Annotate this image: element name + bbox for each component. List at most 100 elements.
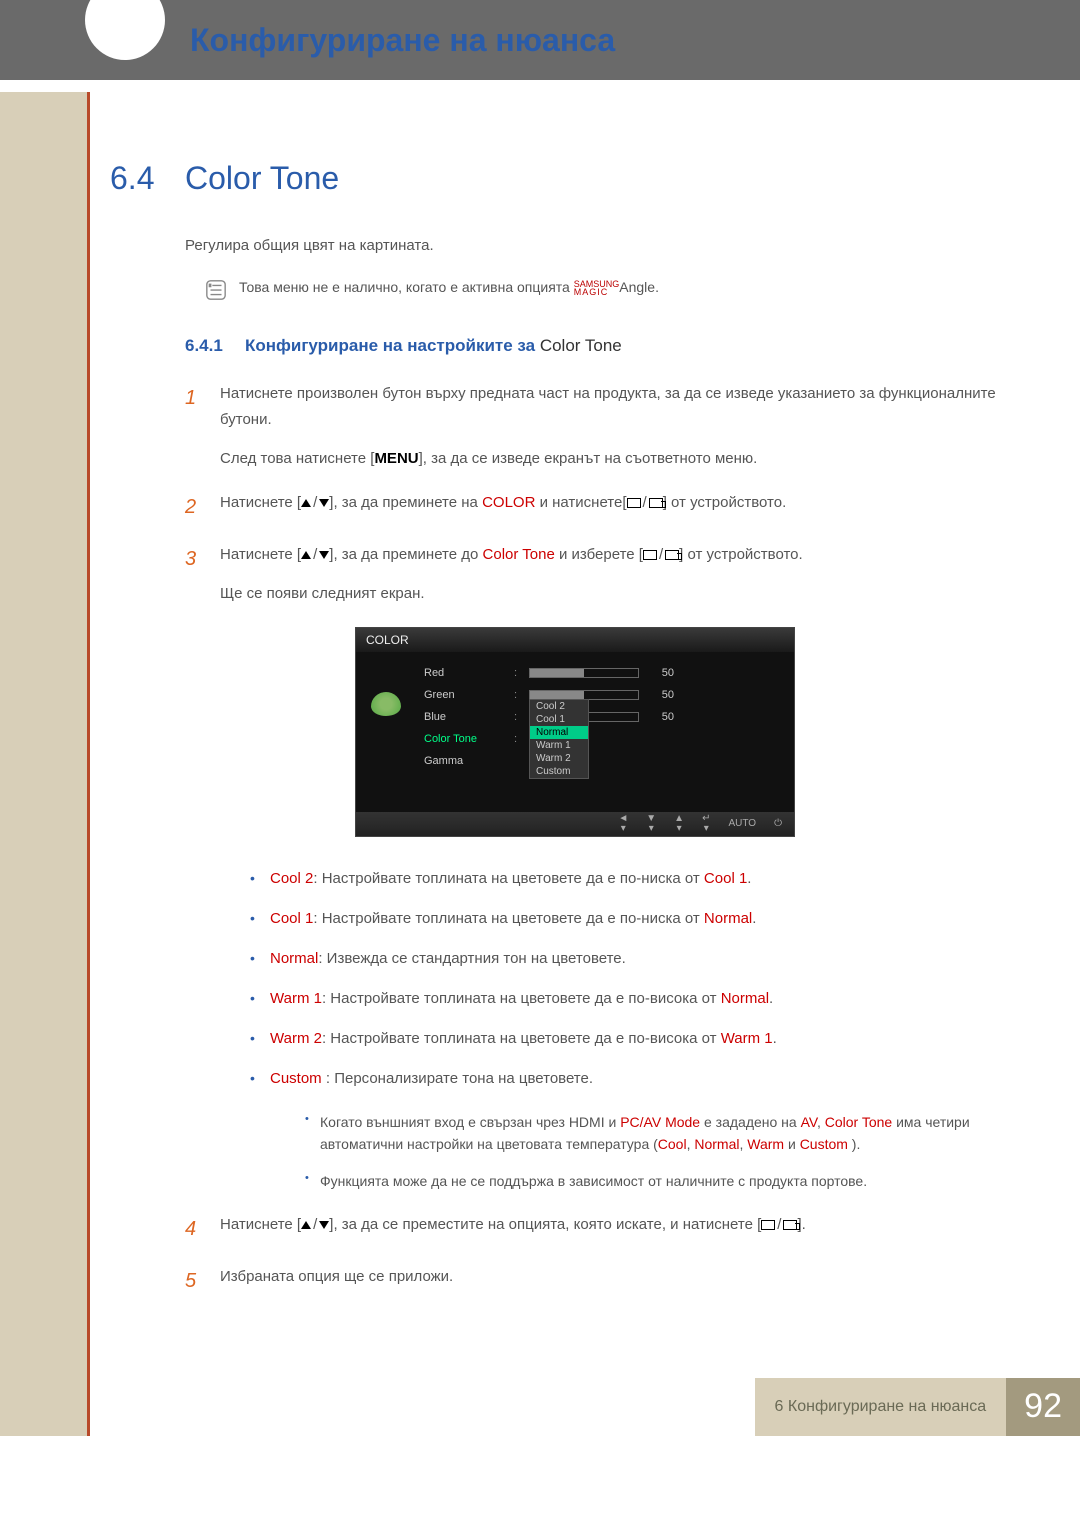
bullet-dot-icon: • (250, 1027, 270, 1051)
bullet-normal: •Normal: Извежда се стандартния тон на ц… (250, 947, 1040, 971)
osd-left (356, 662, 416, 812)
cool-term: Cool (658, 1136, 687, 1152)
term: Warm 2 (270, 1030, 322, 1047)
step-text: Натиснете произволен бутон върху преднат… (220, 381, 1040, 472)
normal-term: Normal (694, 1136, 739, 1152)
hdmi-term: HDMI (569, 1114, 605, 1130)
subnote2-text: Функцията може да не се поддържа в завис… (320, 1170, 867, 1192)
section-number: 6.4 (110, 160, 185, 197)
note-prefix: Това меню не е налично, когато е активна… (239, 279, 574, 295)
footer-page-number: 92 (1006, 1378, 1080, 1436)
osd-body: Red : 50 Green : 50 Blue : 50 (356, 652, 794, 812)
rect-enter-icon: / (627, 490, 663, 516)
sub-notes: • Когато външният вход е свързан чрез HD… (305, 1111, 1040, 1192)
section-title: Color Tone (185, 160, 339, 197)
osd-label-green: Green (424, 689, 514, 701)
auto-label: AUTO (728, 819, 756, 829)
desc: Извежда се стандартния тон на цветовете. (323, 950, 626, 967)
osd-label-gamma: Gamma (424, 755, 514, 767)
page-footer: 6 Конфигуриране на нюанса 92 (0, 1378, 1080, 1436)
up-down-icon: / (301, 490, 329, 516)
comma: , (817, 1114, 825, 1130)
bullet-warm1: •Warm 1: Настройвате топлината на цветов… (250, 987, 1040, 1011)
magic-angle: Angle (619, 279, 655, 295)
ref: Normal (704, 910, 752, 927)
subsection-title: Конфигуриране на настройките за Color To… (245, 336, 622, 356)
step-text: Избраната опция ще се приложи. (220, 1264, 1040, 1298)
step-number: 3 (185, 542, 220, 607)
colon: : (514, 689, 529, 701)
samsung-magic-label: SAMSUNGMAGIC (574, 280, 620, 296)
step1-pre: След това натиснете [ (220, 450, 374, 467)
ct-term: Color Tone (825, 1114, 892, 1130)
step-4: 4 Натиснете [/], за да се преместите на … (185, 1212, 1040, 1246)
subsection-title-blue: Конфигуриране на настройките за (245, 336, 540, 355)
colon: : (514, 711, 529, 723)
page-content: 6.4 Color Tone Регулира общия цвят на ка… (90, 80, 1080, 1436)
step-number: 5 (185, 1264, 220, 1298)
footer-label: 6 Конфигуриране на нюанса (755, 1378, 1007, 1436)
dd-item: Warm 2 (530, 752, 588, 765)
s3d: ] от устройството. (679, 546, 803, 563)
s3b: ], за да преминете до (329, 546, 482, 563)
step1-post: ], за да се изведе екранът на съответнот… (419, 450, 758, 467)
osd-bottom-bar: ◄▾ ▼▾ ▲▾ ↵▾ AUTO ⏻ (356, 812, 794, 836)
color-term: COLOR (482, 494, 535, 511)
bullet-dot-icon: • (250, 947, 270, 971)
s3a: Натиснете [ (220, 546, 301, 563)
header-bar: Конфигуриране на нюанса (0, 0, 1080, 80)
n1c: е зададено на (700, 1114, 801, 1130)
warm-term: Warm (747, 1136, 784, 1152)
brand-bottom: MAGIC (574, 287, 609, 297)
menu-label: MENU (374, 450, 418, 467)
bullet-dot-icon: • (250, 907, 270, 931)
ref: Normal (721, 990, 769, 1007)
sub-dot-icon: • (305, 1111, 320, 1156)
n1f: ). (848, 1136, 860, 1152)
sep: : (322, 1070, 330, 1087)
up-nav-icon: ▲▾ (674, 814, 684, 834)
s3c: и изберете [ (555, 546, 643, 563)
down-nav-icon: ▼▾ (646, 814, 656, 834)
palette-icon (371, 692, 401, 716)
osd-label-blue: Blue (424, 711, 514, 723)
osd-row-colortone: Color Tone : Cool 2 Cool 1 Normal Warm 1… (416, 728, 794, 750)
dd-item: Cool 2 (530, 700, 588, 713)
bullet-dot-icon: • (250, 987, 270, 1011)
header-title: Конфигуриране на нюанса (190, 22, 615, 59)
note-suffix: . (655, 279, 659, 295)
s2c: и натиснете[ (535, 494, 626, 511)
dd-item: Cool 1 (530, 713, 588, 726)
note-icon (205, 279, 227, 301)
s4a: Натиснете [ (220, 1216, 301, 1233)
bullet-custom: •Custom : Персонализирате тона на цветов… (250, 1067, 1040, 1091)
desc: Настройвате топлината на цветовете да е … (318, 910, 704, 927)
osd-dropdown: Cool 2 Cool 1 Normal Warm 1 Warm 2 Custo… (529, 699, 589, 779)
osd-val-green: 50 (649, 689, 674, 701)
dd-item: Custom (530, 765, 588, 778)
custom-term: Custom (800, 1136, 848, 1152)
section-heading: 6.4 Color Tone (110, 160, 1040, 197)
step-1: 1 Натиснете произволен бутон върху предн… (185, 381, 1040, 472)
osd-mid: Red : 50 Green : 50 Blue : 50 (416, 662, 794, 812)
subsection-heading: 6.4.1 Конфигуриране на настройките за Co… (185, 336, 1040, 356)
osd-row-gamma: Gamma (416, 750, 794, 772)
osd-val-blue: 50 (649, 711, 674, 723)
pcav-term: PC/AV Mode (620, 1114, 700, 1130)
osd-label-red: Red (424, 667, 514, 679)
sub-dot-icon: • (305, 1170, 320, 1192)
chapter-badge (85, 0, 165, 60)
rect-enter-icon: / (761, 1212, 797, 1238)
term: Cool 1 (270, 910, 313, 927)
end: . (747, 870, 751, 887)
rect-enter-icon: / (643, 542, 679, 568)
bullet-dot-icon: • (250, 1067, 270, 1091)
s4b: ], за да се преместите на опцията, която… (329, 1216, 761, 1233)
colon: : (514, 733, 529, 745)
step-2: 2 Натиснете [/], за да преминете на COLO… (185, 490, 1040, 524)
s2d: ] от устройството. (663, 494, 787, 511)
subnote-2: • Функцията може да не се поддържа в зав… (305, 1170, 1040, 1192)
desc: Персонализирате тона на цветовете. (330, 1070, 593, 1087)
left-rail (0, 92, 90, 1436)
step-text: Натиснете [ /], за да се преместите на оп… (220, 1212, 1040, 1246)
